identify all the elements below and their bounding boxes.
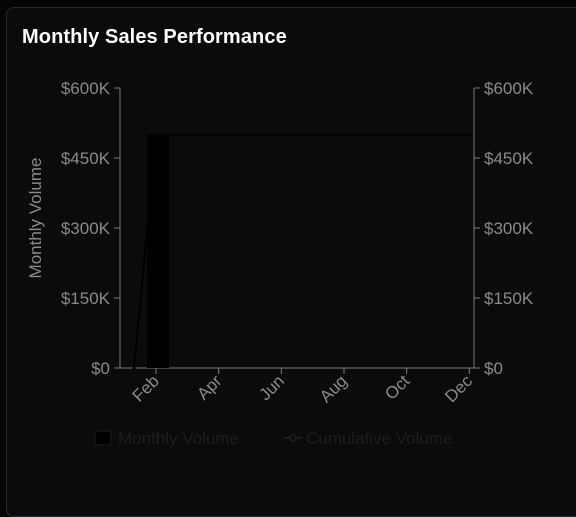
legend: Monthly Volume Cumulative Volume [94,429,452,448]
y-tick-label-left: $150K [61,289,111,308]
y-axis-title: Monthly Volume [26,158,45,279]
y-tick-label-left: $450K [61,149,111,168]
x-tick-label: Oct [381,371,413,403]
plot-area: $0 $0 $150K $150K $300K $300K $450K $450K $600K $… [61,79,534,406]
legend-swatch-monthly-volume [94,430,112,446]
point-cumulative-volume [154,133,158,137]
chart-canvas: $0 $0 $150K $150K $300K $300K $450K $450K $600K $… [26,79,534,448]
x-tick-label: Aug [316,371,351,406]
chart-title: Monthly Sales Performance [22,26,287,48]
y-tick-label-right: $600K [484,79,534,98]
point-cumulative-volume [132,366,136,370]
bar-monthly-volume [147,134,170,368]
x-tick-label: Apr [193,371,225,403]
x-tick-label: Jun [255,371,288,404]
point-cumulative-volume [467,133,471,137]
line-cumulative-volume [133,133,470,369]
x-tick-label: Feb [129,371,163,405]
y-tick-label-left: $300K [61,219,111,238]
y-tick-label-right: $0 [484,359,503,378]
y-tick-label-right: $150K [484,289,534,308]
legend-marker-cumulative-volume [289,434,297,442]
y-tick-label-right: $450K [484,149,534,168]
y-tick-label-left: $600K [61,79,111,98]
legend-label-cumulative-volume: Cumulative Volume [306,429,452,448]
y-tick-label-left: $0 [91,359,110,378]
y-tick-label-right: $300K [484,219,534,238]
x-tick-label: Dec [441,371,476,406]
legend-label-monthly-volume: Monthly Volume [118,429,239,448]
